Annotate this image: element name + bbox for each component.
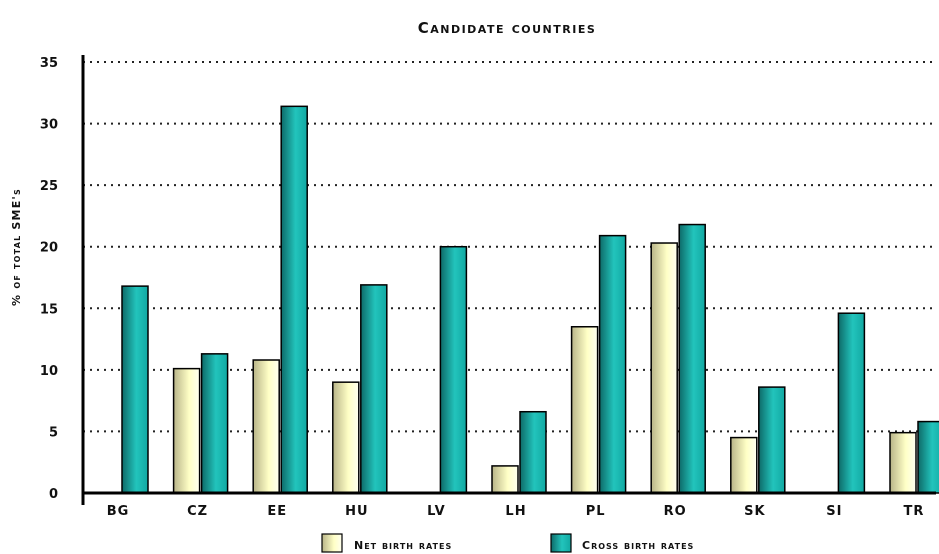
x-tick-label: HU	[345, 504, 368, 519]
bar-net-birth-rate	[172, 367, 201, 494]
bar-cross-birth-rate	[519, 410, 547, 494]
bar-cross-birth-rate	[837, 312, 866, 494]
bar-cross-birth-rate	[200, 353, 229, 494]
y-tick-label: 35	[40, 56, 58, 71]
x-tick-label: EE	[267, 504, 287, 519]
legend: Net birth rates Cross birth rates	[321, 533, 694, 553]
bar-cross-birth-rate	[439, 245, 468, 494]
bar-net-birth-rate	[889, 431, 917, 494]
x-tick-labels: BG CZ EE HU LV LH PL RO SK SI TR	[107, 504, 925, 519]
chart-title: Candidate countries	[418, 19, 597, 37]
bar-net-birth-rate	[252, 359, 280, 494]
bar-cross-birth-rate	[598, 234, 627, 494]
legend-swatch-cross	[550, 533, 572, 553]
x-tick-label: SK	[744, 504, 765, 519]
bar-cross-birth-rate	[360, 284, 388, 494]
y-tick-label: 0	[49, 487, 58, 502]
x-tick-label: SI	[826, 504, 842, 519]
bar-cross-birth-rate	[280, 105, 308, 494]
x-tick-label: RO	[664, 504, 687, 519]
bar-cross-birth-rate	[758, 386, 786, 494]
bar-net-birth-rate	[332, 381, 360, 494]
bars	[121, 105, 939, 494]
x-tick-label: PL	[586, 504, 606, 519]
bar-net-birth-rate	[491, 465, 519, 494]
y-tick-labels: 0 5 10 15 20 25 30 35	[40, 56, 58, 502]
x-tick-label: LV	[427, 504, 446, 519]
bar-net-birth-rate	[650, 242, 678, 494]
bar-net-birth-rate	[570, 326, 599, 494]
x-tick-label: BG	[107, 504, 130, 519]
bar-cross-birth-rate	[917, 420, 939, 494]
bar-net-birth-rate	[730, 436, 758, 494]
y-tick-label: 20	[40, 241, 58, 256]
x-tick-label: CZ	[187, 504, 208, 519]
y-tick-label: 10	[40, 364, 58, 379]
legend-swatch-net	[321, 533, 343, 553]
bar-cross-birth-rate	[121, 285, 149, 494]
y-tick-label: 15	[40, 302, 58, 317]
y-tick-label: 25	[40, 179, 58, 194]
legend-label-net: Net birth rates	[354, 539, 452, 552]
bar-cross-birth-rate	[678, 223, 706, 494]
legend-label-cross: Cross birth rates	[582, 539, 694, 552]
y-tick-label: 5	[49, 425, 58, 440]
x-tick-label: TR	[904, 504, 925, 519]
y-tick-label: 30	[40, 118, 58, 133]
y-axis-label: % of total SME's	[10, 188, 23, 306]
x-tick-label: LH	[505, 504, 526, 519]
